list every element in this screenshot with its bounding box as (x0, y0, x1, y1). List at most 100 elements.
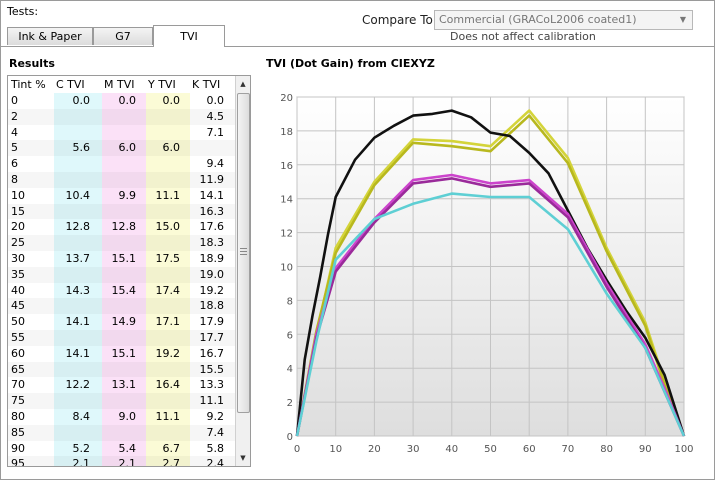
cell-tint: 2 (11, 109, 18, 123)
cell-k: 4.5 (206, 109, 225, 123)
cell-k: 5.8 (206, 441, 225, 455)
series-line (295, 114, 686, 437)
cell-tint: 35 (11, 267, 25, 281)
x-tick-label: 50 (484, 444, 497, 455)
results-table: Tint % C TVI M TVI Y TVI K TVI 0 0.0 0.0 0.… (7, 75, 251, 467)
col-header-k: K TVI (192, 78, 221, 91)
x-tick-label: 90 (639, 444, 652, 455)
cell-m: 6.0 (118, 141, 137, 155)
cell-k: 18.3 (199, 236, 225, 250)
cell-m: 15.4 (111, 283, 137, 297)
cell-tint: 95 (11, 457, 25, 467)
cell-tint: 80 (11, 410, 25, 423)
cell-y: 0.0 (162, 94, 181, 107)
x-tick-label: 60 (523, 444, 536, 455)
table-row: 70 12.2 13.1 16.4 13.3 (8, 377, 236, 393)
table-row: 5 5.6 6.0 6.0 (8, 140, 236, 156)
cell-y: 17.1 (155, 315, 181, 329)
compare-to-label: Compare To: (362, 13, 437, 27)
y-tick-label: 12 (280, 229, 293, 240)
y-column-bg (146, 93, 190, 466)
x-tick-label: 100 (674, 444, 693, 455)
cell-k: 9.4 (206, 157, 225, 171)
c-column-bg (54, 93, 102, 466)
table-row: 35 19.0 (8, 267, 236, 283)
compare-to-select[interactable]: Commercial (GRACoL2006 coated1) ▼ (434, 10, 693, 30)
table-row: 15 16.3 (8, 204, 236, 220)
cell-tint: 5 (11, 141, 18, 155)
table-header: Tint % C TVI M TVI Y TVI K TVI (8, 76, 236, 93)
cell-k: 16.7 (199, 346, 225, 360)
cell-tint: 50 (11, 315, 25, 329)
cell-k: 2.4 (206, 457, 225, 467)
table-row: 40 14.3 15.4 17.4 19.2 (8, 283, 236, 299)
compare-note: Does not affect calibration (450, 30, 596, 43)
cell-c: 10.4 (65, 188, 91, 202)
y-tick-label: 2 (287, 398, 293, 409)
cell-tint: 0 (11, 94, 18, 107)
scroll-thumb[interactable] (237, 93, 250, 413)
x-tick-label: 20 (368, 444, 381, 455)
cell-k: 18.9 (199, 252, 225, 265)
cell-m: 15.1 (111, 346, 137, 360)
x-tick-label: 40 (445, 444, 458, 455)
cell-k: 19.2 (199, 283, 225, 297)
table-row: 90 5.2 5.4 6.7 5.8 (8, 441, 236, 457)
cell-tint: 15 (11, 204, 25, 218)
cell-tint: 4 (11, 125, 18, 139)
x-tick-label: 70 (562, 444, 575, 455)
table-row: 95 2.1 2.1 2.7 2.4 (8, 456, 236, 467)
tab-tvi[interactable]: TVI (153, 25, 225, 47)
cell-c: 12.2 (65, 378, 91, 392)
cell-y: 15.0 (155, 220, 181, 234)
table-row: 55 17.7 (8, 330, 236, 346)
cell-m: 5.4 (118, 441, 137, 455)
grip-icon (240, 248, 247, 257)
x-tick-label: 10 (329, 444, 342, 455)
cell-c: 13.7 (65, 252, 91, 265)
tab-g7[interactable]: G7 (93, 27, 153, 45)
cell-k: 7.1 (206, 125, 225, 139)
cell-k: 17.9 (199, 315, 225, 329)
series-line (295, 109, 686, 437)
cell-tint: 6 (11, 157, 18, 171)
cell-y: 2.7 (162, 457, 181, 467)
chevron-down-icon[interactable]: ▼ (679, 15, 687, 24)
tab-ink-and-paper[interactable]: Ink & Paper (7, 27, 93, 45)
scroll-down-icon[interactable]: ▼ (240, 454, 246, 462)
cell-tint: 20 (11, 220, 25, 234)
results-title: Results (9, 57, 55, 70)
series-line (295, 109, 686, 437)
col-header-m: M TVI (104, 78, 135, 91)
cell-c: 14.3 (65, 283, 91, 297)
cell-tint: 65 (11, 362, 25, 376)
cell-y: 19.2 (155, 346, 181, 360)
table-row: 85 7.4 (8, 425, 236, 441)
cell-c: 14.1 (65, 346, 91, 360)
y-tick-label: 4 (287, 364, 293, 375)
cell-k: 9.2 (206, 410, 225, 423)
scroll-up-icon[interactable]: ▲ (240, 80, 246, 88)
cell-m: 0.0 (118, 94, 137, 107)
cell-tint: 30 (11, 252, 25, 265)
cell-c: 8.4 (72, 410, 91, 423)
cell-y: 17.5 (155, 252, 181, 265)
cell-tint: 55 (11, 331, 25, 344)
cell-tint: 25 (11, 236, 25, 250)
cell-y: 11.1 (155, 410, 181, 423)
x-tick-label: 80 (600, 444, 613, 455)
cell-k: 7.4 (206, 425, 225, 439)
cell-k: 11.9 (199, 173, 225, 186)
cell-y: 11.1 (155, 188, 181, 202)
table-row: 4 7.1 (8, 125, 236, 141)
y-tick-label: 10 (280, 263, 293, 274)
table-row: 80 8.4 9.0 11.1 9.2 (8, 409, 236, 425)
cell-tint: 8 (11, 173, 18, 186)
results-scrollbar[interactable]: ▲ ▼ (235, 76, 250, 466)
series-line (295, 192, 686, 437)
cell-tint: 60 (11, 346, 25, 360)
tab-divider (1, 46, 715, 47)
cell-k: 15.5 (199, 362, 225, 376)
